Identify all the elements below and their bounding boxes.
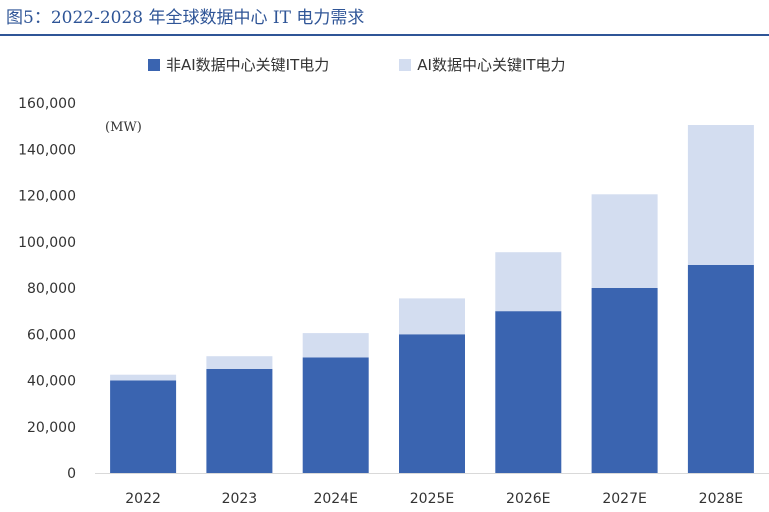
y-tick-label: 140,000 xyxy=(18,142,76,158)
x-tick-label: 2027E xyxy=(602,491,646,507)
bar-segment-non-ai xyxy=(110,380,177,473)
y-tick-label: 160,000 xyxy=(18,96,76,112)
y-tick-label: 120,000 xyxy=(18,189,76,205)
bar-segment-non-ai xyxy=(687,264,754,473)
y-tick-label: 80,000 xyxy=(27,281,76,297)
bar-segment-non-ai xyxy=(591,288,658,473)
x-tick-label: 2022 xyxy=(125,491,161,507)
bar-segment-non-ai xyxy=(495,311,562,473)
y-axis-tick-labels: 0 20,000 40,000 60,000 80,000 100,000 120,000 1… xyxy=(18,96,76,482)
bar-segment-ai xyxy=(687,125,754,265)
x-tick-label: 2026E xyxy=(506,491,550,507)
x-tick-label: 2028E xyxy=(699,491,743,507)
y-tick-label: 100,000 xyxy=(18,235,76,251)
legend-item-ai: AI数据中心关键IT电力 xyxy=(399,54,566,75)
legend-swatch-ai xyxy=(399,58,412,71)
bar-segment-ai xyxy=(206,356,273,369)
y-tick-label: 60,000 xyxy=(27,327,76,343)
figure-title: 图5：2022-2028 年全球数据中心 IT 电力需求 xyxy=(6,8,365,28)
x-axis-tick-labels: 2022 2023 2024E 2025E 2026E 2027E 2028E xyxy=(125,491,743,507)
legend-label-non-ai: 非AI数据中心关键IT电力 xyxy=(166,56,330,74)
x-tick-label: 2025E xyxy=(410,491,454,507)
y-tick-label: 0 xyxy=(67,466,76,482)
bar-segment-non-ai xyxy=(302,357,369,473)
legend-label-ai: AI数据中心关键IT电力 xyxy=(417,56,566,74)
bar-segment-ai xyxy=(495,252,562,312)
y-tick-label: 20,000 xyxy=(27,420,76,436)
bar-segment-ai xyxy=(591,194,658,288)
legend-swatch-non-ai xyxy=(148,58,160,71)
legend: 非AI数据中心关键IT电力 AI数据中心关键IT电力 xyxy=(148,54,566,75)
bar-segment-ai xyxy=(110,374,177,381)
unit-label: (MW) xyxy=(105,120,142,135)
bar-segment-ai xyxy=(302,333,369,358)
title-rule xyxy=(0,34,769,36)
bar-segment-non-ai xyxy=(206,368,273,473)
bar-segment-non-ai xyxy=(399,334,465,474)
bar-segment-ai xyxy=(399,298,465,335)
x-tick-label: 2023 xyxy=(222,491,258,507)
legend-item-non-ai: 非AI数据中心关键IT电力 xyxy=(148,54,329,75)
x-tick-label: 2024E xyxy=(313,491,357,507)
bars xyxy=(110,125,754,474)
y-tick-label: 40,000 xyxy=(27,374,76,390)
